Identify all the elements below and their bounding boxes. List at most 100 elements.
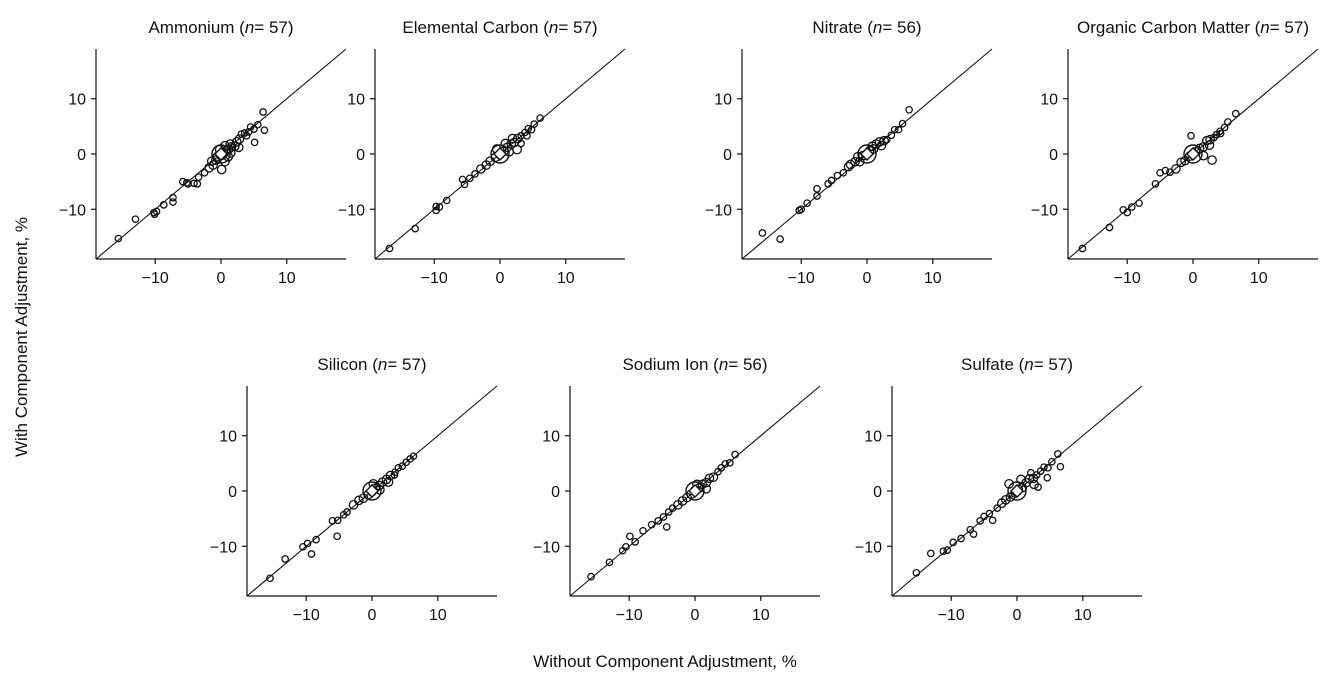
y-tick-label: 10 <box>864 429 882 446</box>
x-tick-label: −10 <box>616 607 643 624</box>
y-tick-label: 0 <box>1049 147 1058 164</box>
data-point <box>517 139 525 148</box>
y-tick-label: 0 <box>723 147 732 164</box>
data-point <box>169 198 177 206</box>
data-point <box>242 131 251 140</box>
data-point <box>524 124 533 133</box>
x-tick-label: 10 <box>429 607 447 624</box>
data-point <box>622 542 630 551</box>
panel-title-n: n <box>719 355 728 374</box>
panel-3: Nitrate (n= 56) −10 0 10 −10 0 10 <box>705 18 993 287</box>
data-point <box>882 135 891 144</box>
data-point <box>312 535 320 544</box>
data-point <box>1053 450 1062 458</box>
data-point <box>926 549 935 558</box>
data-point <box>758 229 767 237</box>
data-point <box>731 450 739 459</box>
y-tick-label: 10 <box>714 92 732 109</box>
data-point <box>374 480 385 491</box>
data-point <box>507 133 518 144</box>
y-axis-label: With Component Adjustment, % <box>12 217 31 457</box>
data-point <box>939 547 948 556</box>
data-point <box>845 159 856 170</box>
data-point <box>523 131 531 140</box>
data-point <box>233 142 244 153</box>
y-tick-label: −10 <box>705 202 732 219</box>
x-axis-label: Without Component Adjustment, % <box>533 652 797 671</box>
data-point <box>1026 468 1035 477</box>
data-point <box>237 130 246 138</box>
panel-title-n: n <box>378 355 387 374</box>
data-point <box>390 471 399 479</box>
data-point <box>220 140 230 151</box>
data-point <box>905 105 913 114</box>
panel-title-name: Elemental Carbon ( <box>402 18 549 37</box>
panel-title: Elemental Carbon (n= 57) <box>402 18 597 37</box>
data-point <box>250 138 259 147</box>
data-point <box>662 523 671 531</box>
panel-title-name: Ammonium ( <box>148 18 245 37</box>
cluster-ring <box>685 481 705 501</box>
y-tick-label: 0 <box>77 147 86 164</box>
cluster-ring <box>211 144 231 164</box>
cluster-ring <box>1183 144 1203 164</box>
data-point <box>639 526 647 535</box>
data-point <box>259 108 267 116</box>
data-point <box>328 516 337 525</box>
data-point <box>943 546 952 554</box>
y-tick-label: 10 <box>542 429 560 446</box>
data-point <box>442 196 451 205</box>
data-point <box>704 473 715 484</box>
data-point <box>949 538 958 547</box>
data-point <box>890 125 899 134</box>
data-point <box>343 508 351 516</box>
data-point <box>394 463 403 472</box>
data-point <box>281 555 290 563</box>
data-point <box>114 234 123 243</box>
data-point <box>717 463 726 472</box>
x-tick-label: 10 <box>557 270 575 287</box>
data-point <box>813 192 821 200</box>
data-point <box>1044 463 1052 472</box>
x-tick-label: 0 <box>863 270 872 287</box>
x-tick-label: 0 <box>691 607 700 624</box>
panel-title-rest: = 56) <box>882 18 921 37</box>
data-point <box>626 532 634 541</box>
data-point <box>976 516 985 525</box>
data-point <box>1127 203 1136 211</box>
data-point <box>200 168 209 177</box>
panel-title-n: n <box>1260 18 1269 37</box>
data-point <box>887 131 896 140</box>
panel-title: Sodium Ion (n= 56) <box>622 355 767 374</box>
panel-title-name: Sulfate ( <box>961 355 1025 374</box>
cluster-ring <box>1007 481 1027 501</box>
data-point <box>1220 123 1229 132</box>
x-tick-label: 0 <box>496 270 505 287</box>
x-tick-label: −10 <box>421 270 448 287</box>
data-point <box>333 516 342 525</box>
data-point <box>988 516 997 525</box>
data-point <box>867 141 878 152</box>
data-point <box>957 534 965 543</box>
panel-title: Nitrate (n= 56) <box>812 18 921 37</box>
y-tick-label: 10 <box>347 92 365 109</box>
data-point <box>1231 109 1240 118</box>
data-point <box>1048 457 1056 466</box>
panel-title: Silicon (n= 57) <box>317 355 426 374</box>
mean-diamond-marker <box>493 147 507 161</box>
data-point <box>587 572 595 581</box>
data-point <box>839 168 848 177</box>
data-point <box>432 202 441 211</box>
y-tick-label: 10 <box>68 92 86 109</box>
data-point <box>159 200 168 209</box>
data-point <box>229 141 240 152</box>
y-tick-label: −10 <box>338 202 365 219</box>
data-point <box>536 114 544 122</box>
data-point <box>993 504 1002 512</box>
data-point <box>1187 131 1195 140</box>
mean-diamond-marker <box>688 484 702 498</box>
panel-title-n: n <box>1024 355 1033 374</box>
data-point <box>1171 164 1181 174</box>
data-point <box>1198 150 1209 161</box>
y-tick-label: 0 <box>356 147 365 164</box>
